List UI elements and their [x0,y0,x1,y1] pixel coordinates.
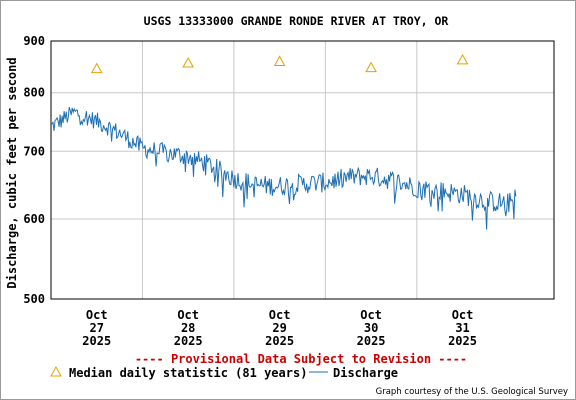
y-tick-label: 700 [23,144,45,158]
median-marker [90,62,103,74]
y-tick-label: 800 [23,86,45,100]
x-axis-ticks: Oct272025Oct282025Oct292025Oct302025Oct3… [82,308,477,348]
median-marker [456,53,469,65]
x-tick-label: 30 [364,321,378,335]
x-tick-label: 31 [455,321,469,335]
legend-median-marker [50,365,62,377]
x-tick-label: 2025 [357,334,386,348]
y-tick-label: 500 [23,292,45,306]
provisional-notice: ---- Provisional Data Subject to Revisio… [135,352,467,366]
median-marker [365,61,377,73]
x-tick-label: 27 [90,321,104,335]
x-tick-label: 2025 [448,334,477,348]
y-axis-ticks: 900 800 700 600 500 [23,34,45,306]
x-tick-label: Oct [360,308,382,322]
median-marker [273,55,286,66]
x-tick-label: 2025 [174,334,203,348]
x-tick-label: 2025 [82,334,111,348]
x-tick-label: Oct [177,308,199,322]
chart-title: USGS 13333000 GRANDE RONDE RIVER AT TROY… [144,14,449,28]
y-tick-label: 600 [23,212,45,226]
x-tick-label: 2025 [265,334,294,348]
legend-discharge-label: Discharge [333,366,398,380]
x-tick-label: 29 [272,321,286,335]
y-tick-label: 900 [23,34,45,48]
legend-median-label: Median daily statistic (81 years) [69,366,307,380]
y-axis-label: Discharge, cubic feet per second [5,57,19,288]
x-tick-label: Oct [269,308,291,322]
grid [51,40,554,300]
plot-area [50,40,555,300]
x-tick-label: Oct [452,308,474,322]
credit-text: Graph courtesy of the U.S. Geological Su… [376,387,568,397]
discharge-series-line [50,107,517,230]
x-tick-label: Oct [86,308,108,322]
median-markers [90,53,469,74]
median-marker [182,56,195,68]
x-tick-label: 28 [181,321,195,335]
